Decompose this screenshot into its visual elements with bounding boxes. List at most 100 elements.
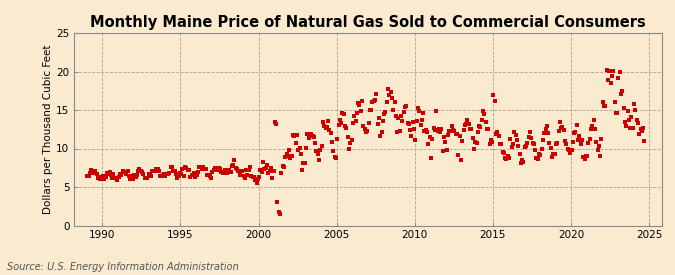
Point (437, 149, 448, 153)
Point (557, 125, 568, 130)
Point (631, 118, 642, 123)
Point (404, 121, 414, 126)
Point (264, 168, 275, 173)
Point (412, 106, 423, 110)
Point (587, 124, 598, 129)
Point (496, 142, 507, 146)
Point (467, 136, 478, 140)
Point (463, 122, 474, 126)
Point (345, 141, 356, 145)
Point (303, 136, 314, 141)
Point (256, 169, 267, 174)
Point (109, 176, 120, 180)
Point (405, 128, 416, 133)
Point (307, 133, 318, 138)
Point (452, 131, 462, 136)
Point (139, 176, 150, 180)
Point (143, 172, 154, 177)
Point (450, 131, 461, 136)
Point (535, 153, 545, 157)
Point (367, 100, 378, 104)
Point (280, 155, 291, 159)
Point (209, 166, 220, 170)
Point (144, 172, 155, 176)
Point (441, 147, 452, 152)
Point (302, 132, 313, 137)
Point (427, 136, 437, 141)
Point (396, 114, 406, 119)
Point (276, 170, 287, 175)
Point (177, 166, 188, 171)
Point (205, 174, 215, 178)
Point (491, 132, 502, 136)
Point (453, 153, 464, 158)
Point (199, 167, 210, 171)
Point (261, 166, 271, 170)
Point (155, 174, 165, 178)
Point (83, 174, 94, 178)
Point (250, 178, 261, 182)
Point (468, 147, 479, 151)
Point (554, 120, 565, 124)
Point (604, 68, 615, 73)
Point (227, 164, 238, 168)
Point (128, 177, 138, 182)
Point (268, 169, 279, 174)
Point (241, 168, 252, 172)
Point (159, 172, 169, 176)
Point (509, 130, 520, 134)
Point (113, 175, 124, 179)
Point (252, 177, 263, 181)
Point (323, 119, 333, 123)
Point (385, 89, 396, 94)
Point (153, 167, 163, 172)
Point (586, 127, 597, 131)
Point (628, 101, 639, 106)
Point (136, 168, 146, 173)
Point (524, 130, 535, 134)
Point (240, 175, 250, 180)
Point (553, 129, 564, 133)
Point (82, 174, 92, 178)
Point (489, 99, 500, 103)
Point (154, 169, 165, 174)
Point (624, 117, 634, 122)
Point (472, 130, 483, 134)
Point (422, 130, 433, 134)
Point (529, 142, 539, 147)
Point (277, 164, 288, 168)
Point (461, 122, 472, 127)
Point (220, 168, 231, 172)
Point (215, 167, 225, 171)
Point (608, 69, 618, 74)
Point (300, 146, 311, 150)
Point (315, 148, 326, 152)
Point (269, 120, 280, 125)
Point (627, 126, 638, 130)
Point (92, 176, 103, 180)
Point (373, 116, 384, 120)
Point (255, 167, 266, 172)
Point (304, 133, 315, 138)
Point (165, 165, 176, 170)
Point (493, 134, 504, 139)
Point (635, 126, 646, 131)
Point (354, 103, 364, 108)
Point (265, 166, 276, 170)
Point (314, 158, 325, 162)
Point (589, 117, 599, 122)
Point (254, 174, 265, 179)
Point (189, 170, 200, 175)
Point (551, 141, 562, 146)
Point (456, 158, 466, 162)
Point (352, 111, 362, 116)
Point (443, 133, 454, 137)
Point (569, 131, 580, 135)
Point (376, 130, 387, 134)
Point (119, 170, 130, 174)
Point (356, 98, 367, 103)
Point (233, 169, 244, 174)
Point (433, 127, 444, 131)
Point (505, 137, 516, 141)
Point (445, 129, 456, 134)
